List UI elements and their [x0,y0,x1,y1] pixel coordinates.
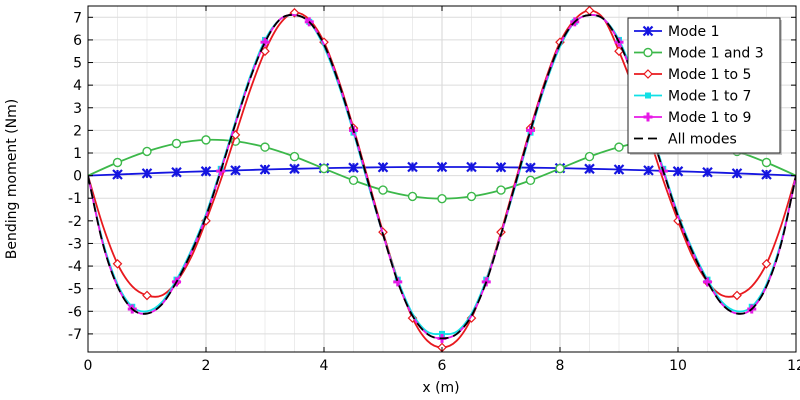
data-point [495,161,507,173]
legend-label: Mode 1 and 3 [668,46,764,62]
data-point [437,193,447,204]
data-point [466,161,477,173]
legend-marker [643,69,653,79]
y-tick-label: 1 [73,146,82,162]
data-point [466,191,477,202]
y-axis-label: Bending moment (Nm) [4,99,20,259]
data-point [643,165,654,176]
y-tick-label: -3 [68,236,82,252]
y-tick-label: -4 [68,259,82,275]
data-point [732,290,742,301]
data-point [200,166,212,177]
x-tick-label: 0 [84,358,93,374]
x-tick-label: 4 [320,358,329,374]
series-6 [88,14,796,340]
legend-label: All modes [668,132,737,148]
legend-item: Mode 1 and 3 [634,46,764,62]
data-point [407,161,418,173]
legend-marker [645,92,651,99]
y-tick-label: 3 [73,101,82,117]
data-point [614,142,624,152]
data-point [703,277,712,287]
legend-marker [643,47,653,58]
data-point [378,185,388,195]
y-tick-label: 7 [73,10,82,26]
y-tick-label: 6 [73,33,82,49]
data-point [260,37,270,47]
data-point [112,258,123,269]
data-point [289,163,300,175]
y-tick-label: -5 [68,282,82,298]
data-point [319,163,329,174]
data-point [436,161,448,173]
y-tick-label: -2 [68,214,82,230]
legend-item: Mode 1 to 5 [634,67,751,83]
data-point [525,162,536,173]
data-point [142,290,152,301]
legend-label: Mode 1 to 9 [668,110,751,126]
data-point [230,165,241,176]
y-tick-label: -7 [68,327,82,343]
data-point [393,277,403,287]
x-tick-label: 6 [438,358,447,374]
data-point [525,175,536,186]
y-tick-label: -6 [68,304,82,320]
data-point [555,163,565,174]
legend-box [627,17,781,154]
data-point [171,166,182,178]
data-point [112,157,123,168]
data-point [584,163,595,175]
data-point [142,146,152,157]
data-point [761,157,772,168]
y-tick-label: -1 [68,191,82,207]
data-point [761,169,772,180]
data-point [201,135,211,145]
data-point [672,166,684,177]
data-point [260,142,270,152]
data-point [377,161,389,173]
y-tick-label: 2 [73,123,82,139]
data-point [496,185,506,195]
data-point [439,330,445,337]
data-point [348,175,359,186]
legend-item: Mode 1 to 7 [634,89,751,105]
x-axis-label: x (m) [422,380,459,396]
y-tick-label: 0 [73,169,82,185]
data-point [289,151,300,162]
data-point [702,166,713,178]
data-point [761,258,772,269]
data-point [259,164,271,175]
legend: Mode 1 Mode 1 and 3 Mode 1 to 5 Mode 1 to 7… [627,17,782,155]
data-point [584,151,595,162]
data-point [112,169,123,180]
legend-marker [643,112,653,122]
data-point [407,191,418,202]
legend-item: All modes [634,132,737,148]
data-point [141,168,153,179]
x-tick-label: 8 [556,358,565,374]
y-tick-label: 4 [73,78,82,94]
data-point [348,162,359,173]
legend-label: Mode 1 to 5 [668,67,751,83]
legend-item: Mode 1 to 9 [634,110,751,126]
data-point [731,168,743,179]
x-tick-label: 10 [669,358,687,374]
legend-marker [642,25,654,37]
data-point [613,164,625,175]
data-point [171,138,182,149]
y-tick-label: 5 [73,56,82,72]
x-tick-label: 2 [202,358,211,374]
x-tick-label: 12 [787,358,800,374]
legend-item: Mode 1 [634,24,720,40]
series-line [88,14,796,340]
legend-label: Mode 1 [668,24,720,40]
legend-label: Mode 1 to 7 [668,89,751,105]
